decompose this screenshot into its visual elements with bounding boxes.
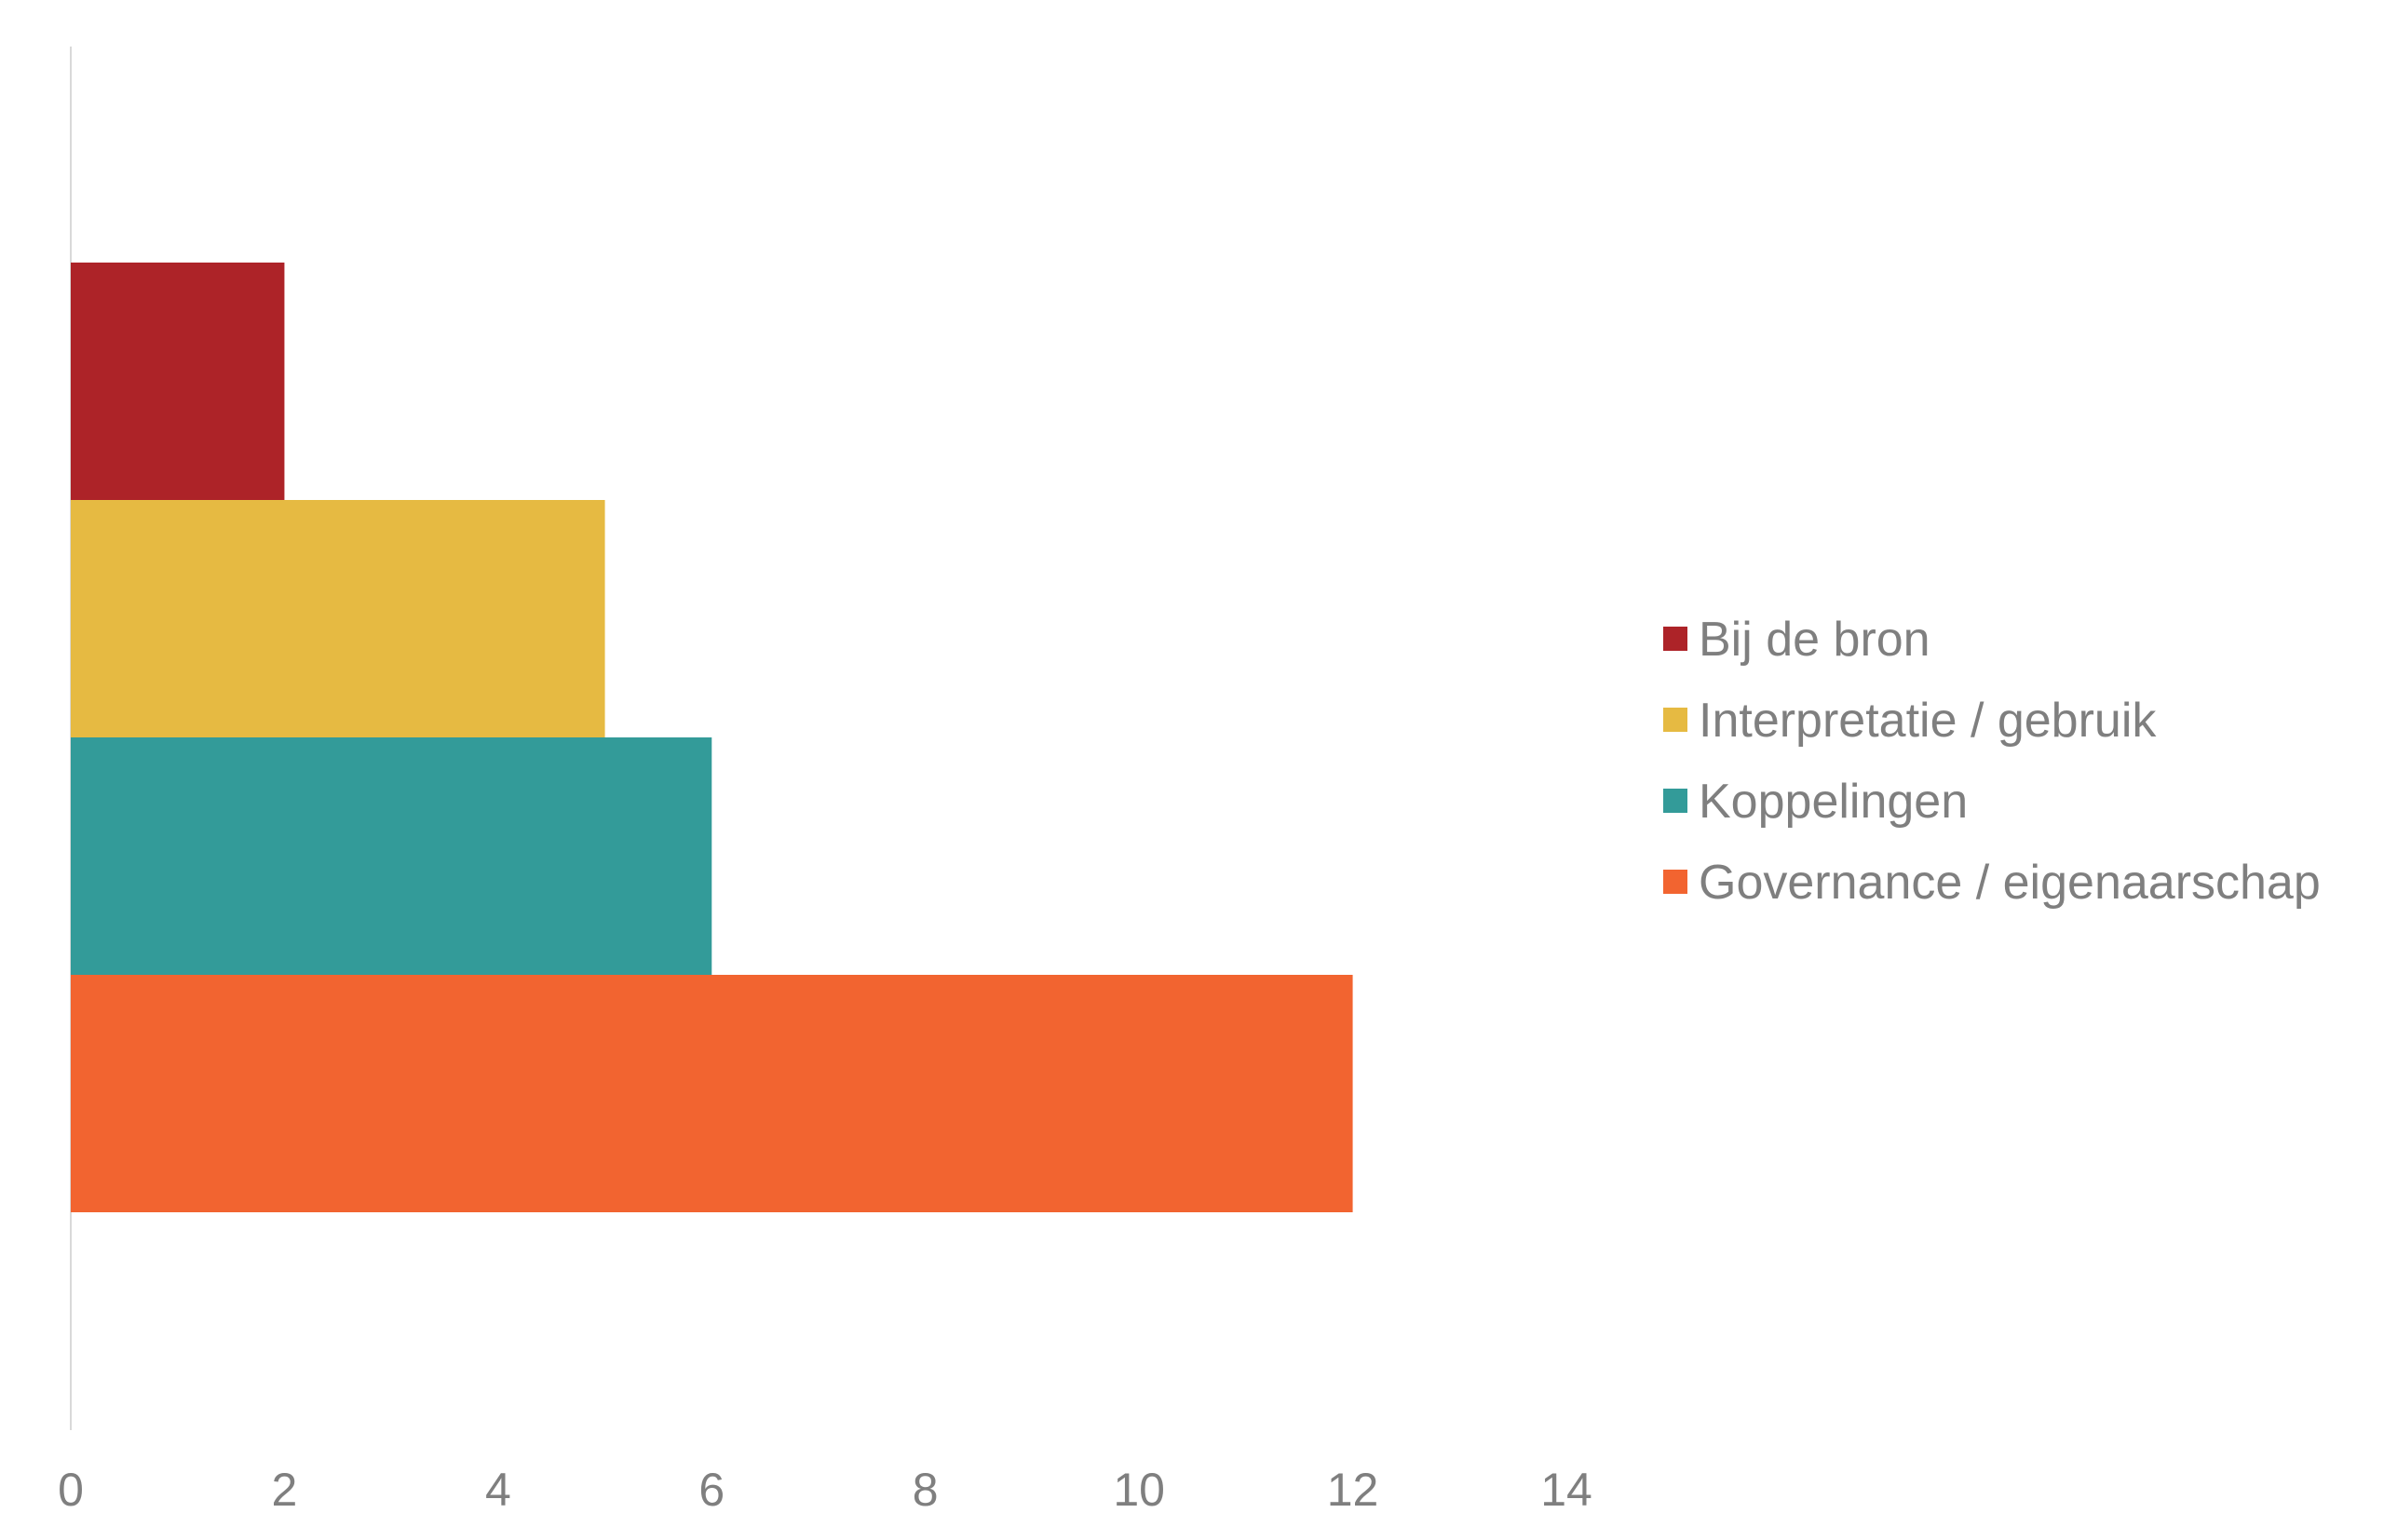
- legend-label: Interpretatie / gebruik: [1699, 694, 2157, 748]
- legend-swatch: [1663, 789, 1687, 813]
- legend-item: Bij de bron: [1663, 613, 1930, 667]
- x-tick-label: 14: [1540, 1464, 1592, 1516]
- x-tick-label: 12: [1327, 1464, 1379, 1516]
- legend-label: Bij de bron: [1699, 613, 1930, 667]
- legend-swatch: [1663, 870, 1687, 894]
- x-tick-label: 8: [913, 1464, 939, 1516]
- legend: Bij de bron Interpretatie / gebruik Koppel…: [1663, 613, 2321, 910]
- bar-3: [71, 737, 712, 975]
- x-tick-label: 2: [272, 1464, 298, 1516]
- x-tick-label: 10: [1113, 1464, 1165, 1516]
- bar-1: [71, 263, 285, 500]
- legend-label: Koppelingen: [1699, 775, 1968, 829]
- legend-item: Interpretatie / gebruik: [1663, 694, 2157, 748]
- bar-2: [71, 500, 605, 737]
- legend-swatch: [1663, 708, 1687, 732]
- x-tick-label: 0: [58, 1464, 84, 1516]
- x-tick-label: 4: [485, 1464, 511, 1516]
- x-axis-ticks: 0 2 4 6 8 10 12 14: [58, 1464, 1592, 1516]
- legend-item: Koppelingen: [1663, 775, 1968, 829]
- legend-swatch: [1663, 627, 1687, 651]
- legend-item: Governance / eigenaarschap: [1663, 856, 2321, 910]
- bar-4: [71, 975, 1353, 1212]
- legend-label: Governance / eigenaarschap: [1699, 856, 2321, 910]
- bars-group: [71, 263, 1353, 1212]
- x-tick-label: 6: [698, 1464, 725, 1516]
